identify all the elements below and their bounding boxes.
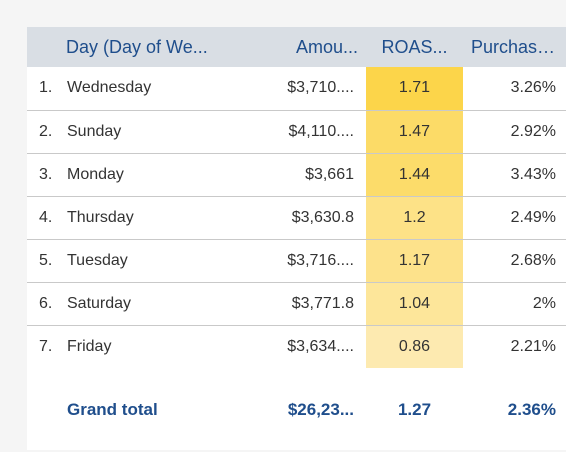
row-day: Thursday [66, 196, 261, 240]
row-index: 6. [27, 282, 66, 326]
row-index: 1. [27, 67, 66, 111]
row-roas: 1.44 [366, 153, 463, 197]
row-purchase: 2.49% [463, 196, 566, 240]
row-day: Monday [66, 153, 261, 197]
table-row[interactable]: 6. Saturday $3,771.8 1.04 2% [27, 282, 566, 326]
table-header-row: Day (Day of We... Amou... ROAS... Purcha… [27, 27, 566, 67]
table-row[interactable]: 5. Tuesday $3,716.... 1.17 2.68% [27, 239, 566, 283]
row-purchase: 3.43% [463, 153, 566, 197]
row-roas: 1.71 [366, 67, 463, 111]
row-day: Saturday [66, 282, 261, 326]
row-day: Friday [67, 337, 112, 355]
row-purchase: 3.26% [463, 67, 566, 111]
day-of-week-table: Day (Day of We... Amou... ROAS... Purcha… [27, 27, 566, 452]
row-roas: 1.04 [366, 282, 463, 326]
row-amount: $3,630.8 [261, 196, 366, 240]
table-row[interactable]: 1. Wednesday $3,710.... 1.71 3.26% [27, 67, 566, 111]
row-purchase: 2.68% [463, 239, 566, 283]
row-day: Wednesday [66, 67, 261, 111]
table-body: 1. Wednesday $3,710.... 1.71 3.26% 2. Sunday $4… [27, 67, 566, 368]
row-index: 5. [27, 239, 66, 283]
header-roas[interactable]: ROAS... [381, 36, 448, 57]
row-index: 7. [39, 337, 53, 355]
report-table-card: Day (Day of We... Amou... ROAS... Purcha… [27, 27, 566, 450]
row-roas: 1.2 [366, 196, 463, 240]
grand-total-purchase: 2.36% [507, 400, 556, 419]
row-index: 4. [27, 196, 66, 240]
table-row[interactable]: 7. Friday $3,634.... 0.86 2.21% [27, 325, 566, 368]
header-purchase[interactable]: Purchase% [471, 36, 564, 57]
table-row[interactable]: 4. Thursday $3,630.8 1.2 2.49% [27, 196, 566, 240]
row-amount: $3,661 [261, 153, 366, 197]
row-amount: $3,716.... [261, 239, 366, 283]
row-amount: $3,771.8 [261, 282, 366, 326]
row-purchase: 2% [463, 282, 566, 326]
table-row[interactable]: 2. Sunday $4,110.... 1.47 2.92% [27, 110, 566, 154]
row-index: 2. [27, 110, 66, 154]
row-amount: $4,110.... [261, 110, 366, 154]
grand-total-row: Grand total $26,23... 1.27 2.36% [27, 368, 566, 452]
row-purchase: 2.21% [510, 337, 556, 355]
header-amount[interactable]: Amou... [295, 36, 358, 57]
row-index: 3. [27, 153, 66, 197]
header-index [27, 27, 66, 67]
header-day[interactable]: Day (Day of We... [66, 36, 208, 57]
row-purchase: 2.92% [463, 110, 566, 154]
row-day: Tuesday [66, 239, 261, 283]
row-day: Sunday [66, 110, 261, 154]
row-amount: $3,710.... [261, 67, 366, 111]
row-roas: 0.86 [366, 325, 463, 368]
grand-total-index [27, 368, 66, 452]
grand-total-amount: $26,23... [287, 400, 354, 419]
table-row[interactable]: 3. Monday $3,661 1.44 3.43% [27, 153, 566, 197]
grand-total-roas: 1.27 [397, 400, 432, 419]
grand-total-label: Grand total [67, 400, 158, 419]
row-roas: 1.17 [366, 239, 463, 283]
row-roas: 1.47 [366, 110, 463, 154]
row-amount: $3,634.... [287, 337, 354, 355]
